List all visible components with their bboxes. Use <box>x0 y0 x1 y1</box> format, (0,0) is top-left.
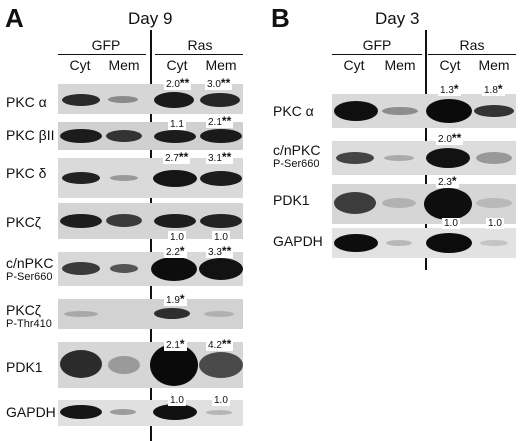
panel-b-col-mem-1: Mem <box>384 57 416 73</box>
panel-a-ras-rule <box>155 54 243 55</box>
panel-a-value-cnpkc-mem: 3.3** <box>206 244 234 258</box>
panel-a-value-pdk1-cyt: 2.1* <box>164 337 187 351</box>
panel-b-col-mem-2: Mem <box>478 57 510 73</box>
panel-a-value-pkc-betaii-cyt: 1.1 <box>168 118 186 130</box>
panel-a-title: Day 9 <box>128 9 173 28</box>
panel-b-label-cnpkc: c/nPKC P-Ser660 <box>273 143 320 171</box>
panel-a-col-cyt-1: Cyt <box>69 57 91 73</box>
panel-b-gfp-rule <box>332 54 422 55</box>
panel-b-label-pkc-alpha: PKC α <box>273 103 314 119</box>
panel-b-label-gapdh: GAPDH <box>273 233 323 249</box>
panel-b-label-cnpkc-sub: P-Ser660 <box>273 158 320 170</box>
panel-a-label-cnpkc-sub: P-Ser660 <box>6 271 53 283</box>
panel-a-col-mem-1: Mem <box>108 57 140 73</box>
panel-a-blot-pkczeta-p <box>58 299 243 329</box>
panel-b-value-pkc-alpha-mem: 1.8* <box>482 82 505 96</box>
panel-b-label-cnpkc-main: c/nPKC <box>273 142 321 158</box>
panel-b-col-cyt-1: Cyt <box>343 57 365 73</box>
panel-a-col-cyt-2: Cyt <box>166 57 188 73</box>
panel-a-label-pdk1: PDK1 <box>6 359 43 375</box>
panel-a-blot-pkc-delta <box>58 158 243 198</box>
panel-b-group-ras: Ras <box>459 37 485 53</box>
panel-b-letter: B <box>271 3 290 33</box>
panel-a-label-pkc-alpha: PKC α <box>6 94 47 110</box>
panel-a-label-cnpkc-main: c/nPKC <box>6 255 54 271</box>
panel-a-label-gapdh: GAPDH <box>6 404 56 420</box>
panel-a-value-pdk1-mem: 4.2** <box>206 337 234 351</box>
panel-a-label-cnpkc: c/nPKC P-Ser660 <box>6 256 53 284</box>
panel-a-value-gapdh-mem: 1.0 <box>212 394 230 406</box>
panel-a-value-pkc-zeta-mem: 1.0 <box>212 231 230 243</box>
panel-a-label-pkc-delta: PKC δ <box>6 165 47 181</box>
panel-a-value-pkc-delta-mem: 3.1** <box>206 150 234 164</box>
panel-b-label-pdk1: PDK1 <box>273 192 310 208</box>
panel-a-gfp-rule <box>58 54 146 55</box>
panel-a-group-ras: Ras <box>187 37 213 53</box>
panel-a-col-mem-2: Mem <box>205 57 237 73</box>
panel-b-ras-rule <box>428 54 516 55</box>
panel-a-blot-pkc-betaii <box>58 122 243 150</box>
panel-b-blot-pkc-alpha <box>332 94 516 128</box>
panel-b-blot-gapdh <box>332 228 516 258</box>
panel-b-group-gfp: GFP <box>362 37 392 53</box>
panel-b-value-pkc-alpha-cyt: 1.3* <box>438 82 461 96</box>
panel-a-value-pkc-zeta-cyt: 1.0 <box>168 231 186 243</box>
panel-a-value-pkczeta-p-cyt: 1.9* <box>164 292 187 306</box>
panel-a-value-pkc-alpha-mem: 3.0** <box>205 76 233 90</box>
panel-b-col-cyt-2: Cyt <box>439 57 461 73</box>
panel-a-value-pkc-delta-cyt: 2.7** <box>163 150 191 164</box>
panel-b-value-pdk1-under-cyt: 1.0 <box>442 218 460 229</box>
panel-a-label-pkczeta-p-main: PKCζ <box>6 302 41 318</box>
panel-a-value-gapdh-cyt: 1.0 <box>168 394 186 406</box>
panel-a-blot-pdk1 <box>58 342 243 388</box>
panel-b-value-pdk1-cyt: 2.3* <box>436 174 459 188</box>
panel-b-value-pdk1-under-mem: 1.0 <box>486 218 504 229</box>
panel-a-label-pkczeta-p: PKCζ P-Thr410 <box>6 303 52 331</box>
panel-a-label-pkc-zeta: PKCζ <box>6 214 41 230</box>
panel-a-group-gfp: GFP <box>91 37 121 53</box>
panel-b-blot-cnpkc <box>332 141 516 175</box>
panel-a-letter: A <box>5 3 24 33</box>
panel-a-label-pkczeta-p-sub: P-Thr410 <box>6 318 52 330</box>
panel-a-value-pkc-alpha-cyt: 2.0** <box>164 76 192 90</box>
panel-b-title: Day 3 <box>375 9 420 28</box>
panel-a-label-pkc-betaii: PKC βII <box>6 127 55 143</box>
panel-b-blot-pdk1 <box>332 184 516 224</box>
panel-a-value-pkc-betaii-mem: 2.1** <box>206 114 234 128</box>
panel-b-value-cnpkc-cyt: 2.0** <box>436 131 464 145</box>
panel-a-value-cnpkc-cyt: 2.2* <box>164 244 187 258</box>
